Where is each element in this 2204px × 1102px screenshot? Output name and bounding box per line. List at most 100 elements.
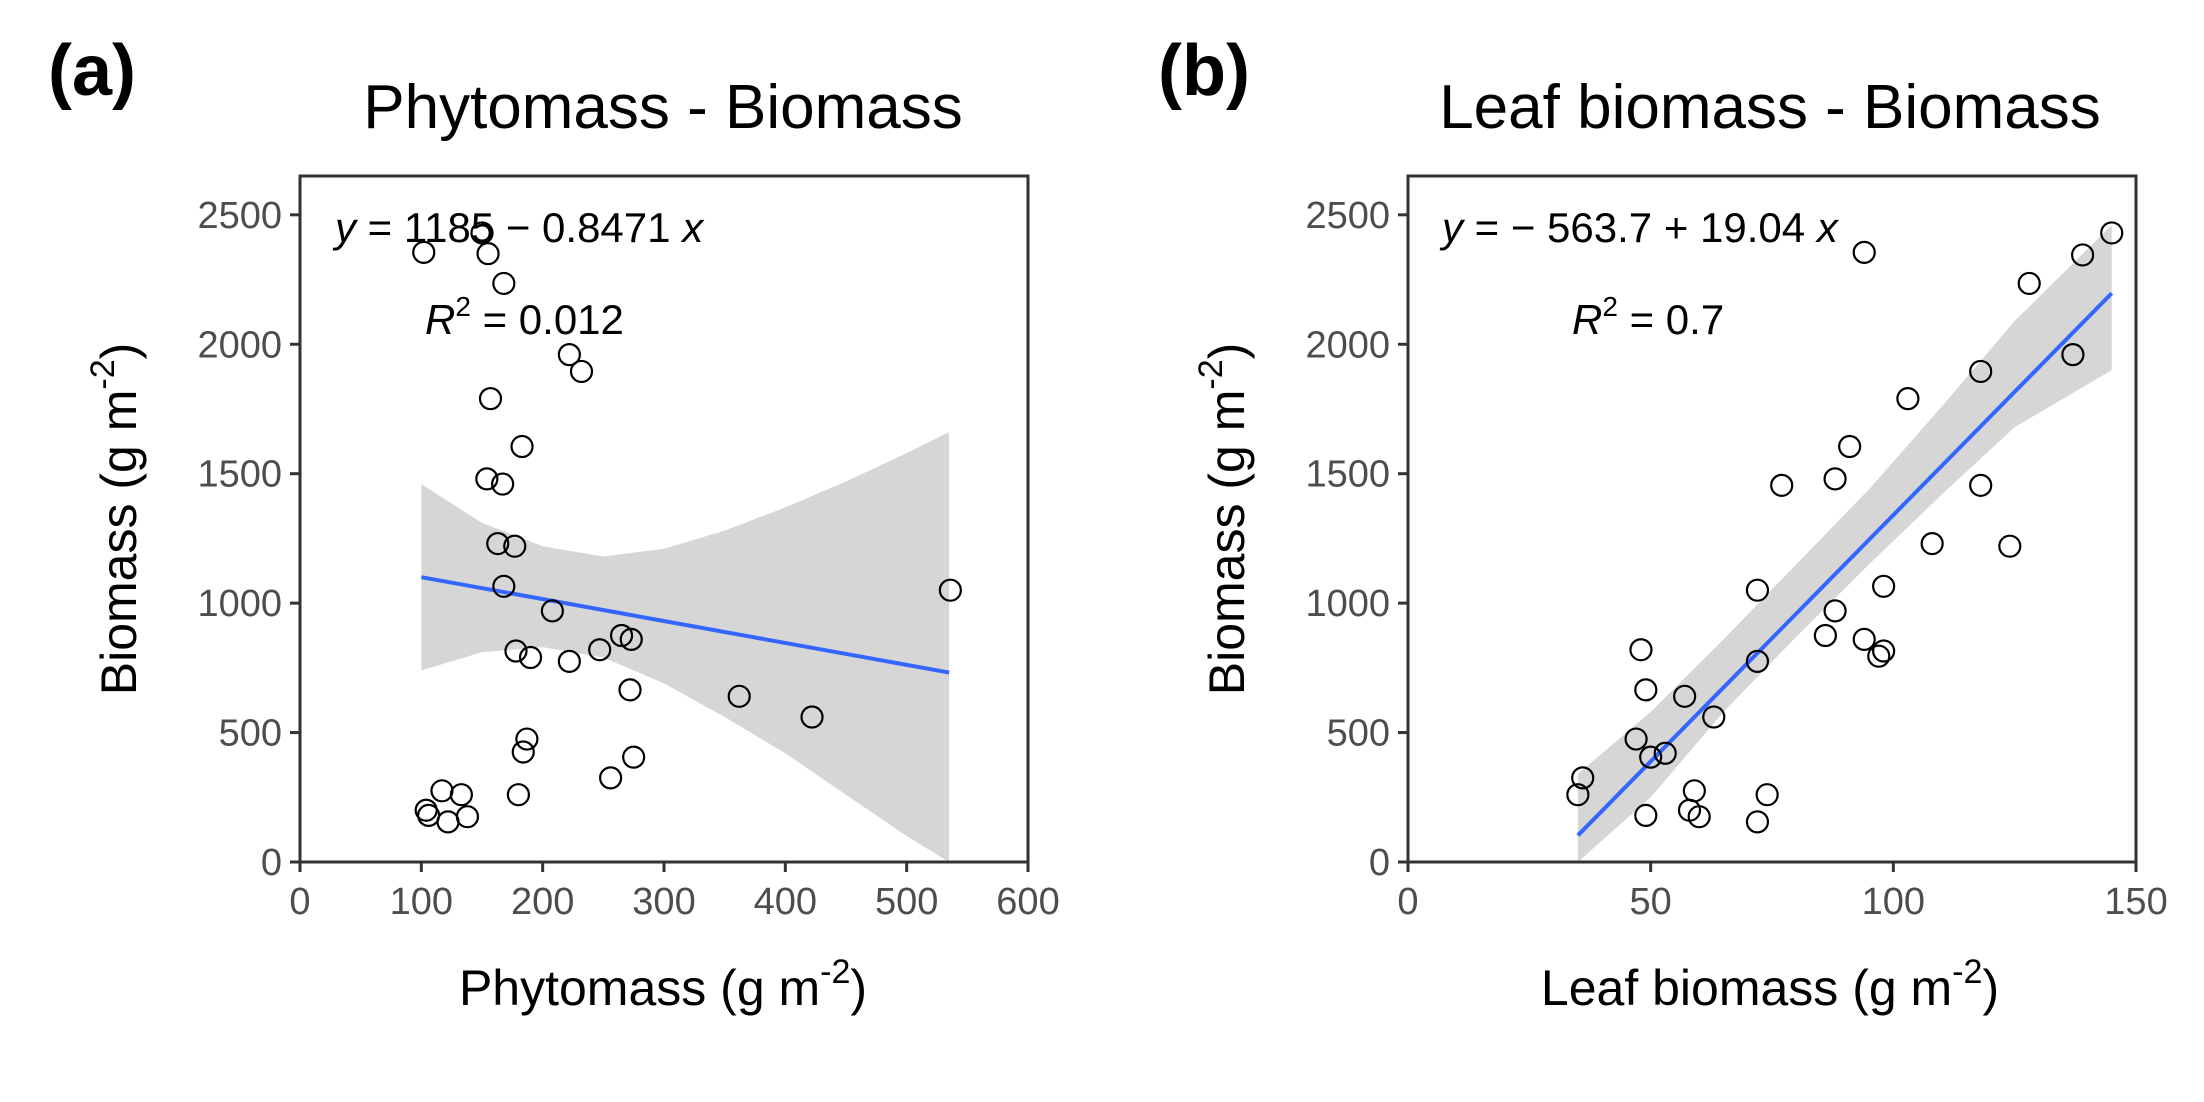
- y-tick-label: 1500: [197, 454, 282, 496]
- data-point: [1823, 599, 1847, 623]
- y-tick-label: 0: [261, 842, 282, 884]
- panel-a-equation: y = 1185 − 0.8471 x: [332, 204, 705, 251]
- y-tick-label: 500: [219, 713, 282, 755]
- x-tick-label: 500: [875, 881, 938, 923]
- data-point: [2100, 221, 2124, 245]
- data-point: [478, 387, 503, 411]
- panel-a-x-axis-label: Phytomass (g m-2): [459, 953, 867, 1016]
- data-point: [476, 242, 500, 266]
- panel-a-y-axis-label: Biomass (g m-2): [84, 343, 147, 696]
- data-point: [599, 766, 623, 790]
- data-point: [1624, 727, 1648, 751]
- y-tick-label: 0: [1369, 842, 1390, 884]
- panel-a-ci-area: [421, 432, 950, 862]
- data-point: [1852, 240, 1876, 264]
- data-point: [1687, 805, 1711, 829]
- panel-b-x-axis-label: Leaf biomass (g m-2): [1541, 953, 1999, 1016]
- panel-b-equation: y = − 563.7 + 19.04 x: [1439, 204, 1840, 251]
- data-point: [455, 805, 480, 829]
- data-point: [510, 434, 534, 459]
- y-tick-label: 2500: [1305, 195, 1390, 237]
- data-point: [1920, 531, 1944, 556]
- panel-a-fit-line: [420, 575, 950, 675]
- data-point: [1673, 684, 1697, 708]
- data-point: [1745, 578, 1770, 602]
- data-point: [506, 783, 531, 807]
- data-point: [609, 623, 634, 648]
- data-point: [1745, 649, 1770, 673]
- panel-b-points: [1566, 221, 2124, 834]
- data-point: [1823, 467, 1847, 491]
- data-point: [557, 343, 581, 367]
- panel-a-ci-band: [421, 432, 950, 862]
- x-tick-label: 50: [1630, 881, 1672, 923]
- data-point: [1755, 783, 1779, 807]
- data-point: [492, 574, 516, 598]
- panel-a-r-squared: R2 = 0.012: [425, 291, 624, 343]
- panel-b: (b) Leaf biomass - Biomass 0 50 100 150 0 50…: [1158, 31, 2168, 1016]
- data-point: [1872, 574, 1896, 598]
- x-tick-label: 100: [390, 881, 453, 923]
- panel-a-title: Phytomass - Biomass: [363, 73, 963, 142]
- data-point: [618, 678, 642, 702]
- y-tick-label: 1500: [1305, 454, 1390, 496]
- panel-b-r-squared: R2 = 0.7: [1572, 291, 1724, 343]
- panel-b-x-ticks: 0 50 100 150: [1397, 862, 2168, 923]
- data-point: [503, 534, 527, 558]
- x-tick-label: 200: [511, 881, 574, 923]
- panel-b-fit-line: [1576, 291, 2114, 837]
- data-point: [1770, 473, 1794, 497]
- x-tick-label: 0: [1397, 881, 1418, 923]
- data-point: [436, 810, 460, 834]
- y-tick-label: 1000: [197, 583, 282, 625]
- data-point: [1634, 803, 1658, 828]
- panel-a-regression-line: [420, 575, 950, 675]
- data-point: [2061, 343, 2085, 367]
- panel-a-points: [412, 221, 962, 834]
- data-point: [1813, 623, 1837, 648]
- panel-b-plot-frame: [1406, 174, 2138, 864]
- data-point: [475, 467, 499, 491]
- x-tick-label: 300: [632, 881, 695, 923]
- panel-b-regression-line: [1576, 291, 2114, 837]
- data-point: [1969, 473, 1993, 497]
- data-point: [938, 578, 962, 602]
- data-point: [727, 684, 751, 708]
- data-point: [1682, 779, 1706, 803]
- panel-b-y-ticks: 0 500 1000 1500 2000 2500: [1305, 195, 1408, 884]
- panel-a-x-ticks: 0 100 200 300 400 500 600: [289, 862, 1060, 923]
- x-tick-label: 600: [996, 881, 1059, 923]
- x-tick-label: 400: [754, 881, 817, 923]
- data-point: [2071, 243, 2095, 267]
- data-point: [622, 745, 646, 769]
- data-point: [619, 627, 643, 651]
- data-point: [491, 472, 515, 496]
- data-point: [1634, 678, 1658, 702]
- data-point: [1872, 639, 1896, 663]
- data-point: [1852, 627, 1876, 651]
- data-point: [449, 783, 473, 807]
- data-point: [588, 638, 612, 662]
- x-tick-label: 0: [289, 881, 310, 923]
- data-point: [1896, 387, 1920, 411]
- data-point: [1867, 644, 1891, 668]
- data-point: [800, 705, 824, 729]
- data-point: [518, 645, 543, 670]
- data-point: [1969, 359, 1993, 384]
- panel-a-y-ticks: 0 500 1000 1500 2000 2500: [197, 195, 300, 884]
- data-point: [1639, 745, 1663, 769]
- data-point: [430, 779, 454, 803]
- data-point: [1566, 783, 1590, 807]
- panel-b-ci-band: [1577, 225, 2112, 862]
- data-point: [1745, 810, 1770, 834]
- data-point: [1702, 705, 1726, 729]
- data-point: [2017, 271, 2041, 296]
- data-point: [557, 649, 581, 673]
- data-point: [515, 727, 539, 751]
- y-tick-label: 1000: [1305, 583, 1390, 625]
- x-tick-label: 100: [1862, 881, 1925, 923]
- data-point: [1571, 766, 1595, 790]
- data-point: [1998, 534, 2022, 558]
- x-tick-label: 150: [2104, 881, 2167, 923]
- panel-b-y-axis-label: Biomass (g m-2): [1192, 343, 1255, 696]
